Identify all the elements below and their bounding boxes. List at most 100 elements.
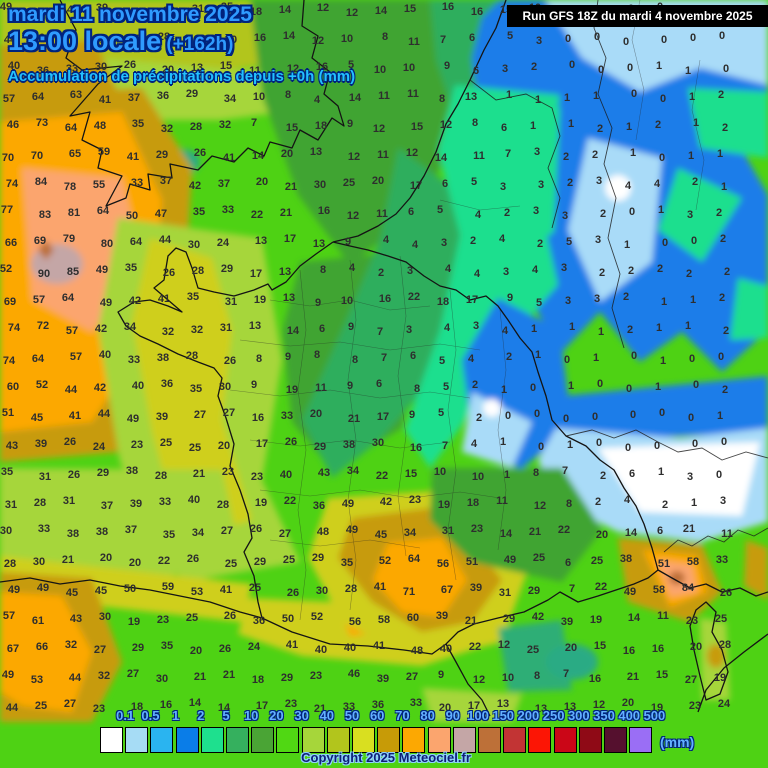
- precip-value: 2: [719, 233, 727, 245]
- precip-value: 27: [222, 407, 236, 419]
- precip-value: 39: [155, 411, 169, 423]
- precip-value: 44: [158, 234, 172, 246]
- precip-value: 64: [64, 122, 78, 134]
- legend-threshold-label: 40: [319, 708, 335, 723]
- precip-value: 3: [472, 320, 480, 332]
- precip-value: 37: [217, 178, 231, 190]
- precip-value: 47: [154, 208, 168, 220]
- precip-value: 9: [284, 351, 292, 363]
- precip-value: 49: [99, 297, 113, 309]
- precip-value: 3: [405, 324, 413, 336]
- precip-value: 1: [568, 321, 576, 333]
- precip-value: 26: [63, 436, 77, 448]
- precip-value: 20: [689, 641, 703, 653]
- precip-value: 0: [622, 36, 630, 48]
- precip-value: 38: [342, 439, 356, 451]
- precip-value: 20: [224, 34, 238, 46]
- precip-value: 23: [685, 615, 699, 627]
- legend-swatch: [200, 727, 224, 753]
- legend-swatch: [528, 727, 552, 753]
- precip-value: 0: [692, 379, 700, 391]
- local-time-label: 13:00 locale: [8, 26, 162, 56]
- precip-value: 40: [314, 644, 328, 656]
- precip-value: 1: [692, 117, 700, 129]
- precip-value: 26: [284, 436, 298, 448]
- precip-value: 32: [128, 33, 142, 45]
- precip-value: 36: [160, 378, 174, 390]
- legend-threshold-label: 100: [467, 708, 489, 723]
- precip-value: 19: [254, 497, 268, 509]
- precip-value: 7: [380, 352, 388, 364]
- precip-value: 22: [594, 581, 608, 593]
- precip-value: 5: [436, 204, 444, 216]
- country-borders: [0, 0, 768, 717]
- precip-value: 2: [691, 176, 699, 188]
- precip-value: 64: [96, 205, 110, 217]
- precip-value: 64: [61, 292, 75, 304]
- precip-value: 34: [223, 93, 237, 105]
- legend-threshold-label: 350: [593, 708, 615, 723]
- legend-swatch: [150, 727, 174, 753]
- precip-value: 49: [95, 264, 109, 276]
- precip-value: 1: [623, 239, 631, 251]
- precip-value: 36: [252, 615, 266, 627]
- precip-value: 34: [346, 465, 360, 477]
- precip-value: 0: [722, 63, 730, 75]
- precip-value: 20: [280, 148, 294, 160]
- precip-value: 25: [590, 555, 604, 567]
- precip-value: 19: [437, 499, 451, 511]
- precip-value: 2: [622, 291, 630, 303]
- precip-value: 61: [31, 615, 45, 627]
- precip-value: 16: [251, 412, 265, 424]
- precip-value: 3: [535, 35, 543, 47]
- legend-swatch: [604, 727, 627, 753]
- precip-value: 45: [94, 585, 108, 597]
- precip-value: 13: [278, 266, 292, 278]
- legend-swatch: [301, 727, 325, 753]
- precip-value: 25: [532, 552, 546, 564]
- precip-value: 15: [285, 122, 299, 134]
- precip-value: 22: [157, 555, 171, 567]
- precip-value: 8: [313, 349, 321, 361]
- precip-value: 1: [684, 320, 692, 332]
- precip-value: 43: [69, 613, 83, 625]
- precip-value: 9: [346, 118, 354, 130]
- precip-value: 9: [347, 321, 355, 333]
- precip-value: 5: [506, 30, 514, 42]
- precip-value: 70: [1, 152, 15, 164]
- precip-value: 10: [433, 466, 447, 478]
- precip-value: 25: [714, 613, 728, 625]
- precip-value: 38: [156, 352, 170, 364]
- precip-value: 0: [529, 382, 537, 394]
- precip-value: 26: [286, 587, 300, 599]
- precip-value: 83: [38, 209, 52, 221]
- precip-value: 30: [313, 179, 327, 191]
- precip-value: 25: [34, 700, 48, 712]
- precip-value: 6: [375, 378, 383, 390]
- precip-value: 41: [98, 94, 112, 106]
- precip-value: 0: [625, 383, 633, 395]
- precip-value: 23: [92, 703, 106, 715]
- precip-value: 2: [717, 89, 725, 101]
- precip-value: 34: [403, 527, 417, 539]
- legend-swatch: [276, 727, 300, 753]
- precip-value: 2: [661, 499, 669, 511]
- precip-value: 5: [347, 59, 355, 71]
- precip-value: 3: [501, 63, 509, 75]
- precip-value: 33: [715, 554, 729, 566]
- precip-value: 16: [159, 699, 173, 711]
- precip-value: 90: [37, 268, 51, 280]
- precip-value: 32: [160, 123, 174, 135]
- precip-value: 16: [588, 673, 602, 685]
- precip-value: 45: [374, 529, 388, 541]
- precip-value: 1: [534, 349, 542, 361]
- precip-value: 13: [190, 62, 204, 74]
- legend-swatch: [427, 727, 451, 753]
- legend-threshold-label: 30: [294, 708, 309, 723]
- catalonia-coastline: [445, 643, 491, 717]
- precip-value: 2: [626, 324, 634, 336]
- precip-value: 0: [533, 408, 541, 420]
- precip-value: 11: [407, 88, 419, 100]
